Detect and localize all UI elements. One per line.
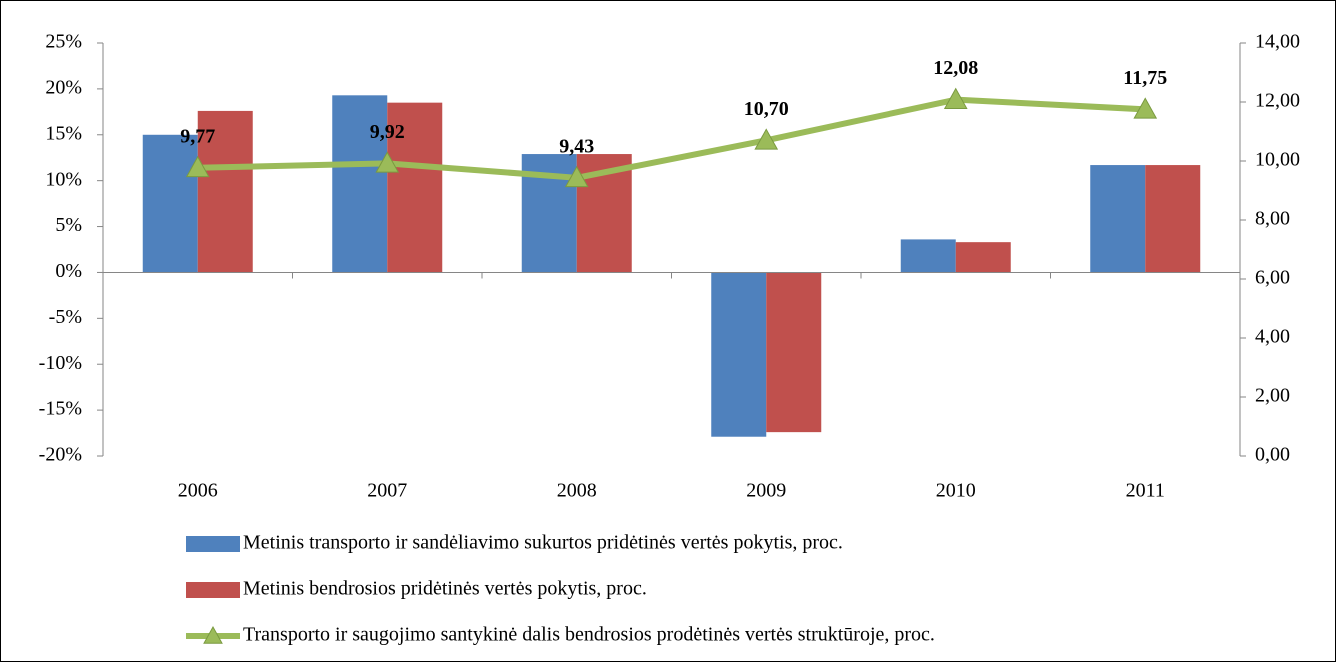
y-tick-label: 5%: [55, 214, 82, 236]
y-tick-label: 25%: [45, 31, 82, 53]
y-tick-label: 10%: [45, 168, 82, 190]
y-tick-label: 20%: [45, 76, 82, 98]
y2-tick-label: 14,00: [1255, 31, 1300, 53]
line-marker: [943, 87, 968, 109]
legend-label: Transporto ir saugojimo santykinė dalis …: [243, 624, 935, 646]
bar: [197, 110, 253, 273]
y2-tick-label: 6,00: [1255, 267, 1290, 289]
legend-label: Metinis bendrosios pridėtinės vertės pok…: [243, 578, 647, 600]
legend-swatch: [186, 536, 240, 552]
y2-tick-label: 4,00: [1255, 326, 1290, 348]
legend-label: Metinis transporto ir sandėliavimo sukur…: [243, 532, 843, 554]
data-label: 9,43: [559, 135, 594, 157]
bar: [1090, 165, 1146, 273]
line-marker: [754, 128, 779, 150]
data-label: 10,70: [744, 98, 789, 120]
y2-tick-label: 12,00: [1255, 90, 1300, 112]
bar: [332, 95, 388, 273]
line-marker: [375, 151, 400, 173]
x-tick-label: 2007: [367, 480, 407, 502]
bar: [142, 134, 198, 273]
y2-tick-label: 10,00: [1255, 149, 1300, 171]
bar: [955, 242, 1011, 273]
x-tick-label: 2008: [557, 480, 597, 502]
data-label: 11,75: [1123, 67, 1167, 89]
y-tick-label: -10%: [39, 352, 82, 374]
y2-tick-label: 0,00: [1255, 444, 1290, 466]
line-marker: [564, 165, 589, 188]
bar: [387, 102, 443, 273]
y2-tick-label: 8,00: [1255, 208, 1290, 230]
y2-tick-label: 2,00: [1255, 385, 1290, 407]
data-label: 9,92: [370, 121, 405, 143]
y-tick-label: -5%: [49, 306, 82, 328]
x-tick-label: 2011: [1126, 480, 1165, 502]
x-tick-label: 2006: [178, 480, 218, 502]
bar: [711, 272, 767, 437]
data-label: 9,77: [180, 125, 215, 147]
data-label: 12,08: [933, 57, 978, 79]
x-tick-label: 2009: [746, 480, 786, 502]
y-tick-label: 0%: [55, 260, 82, 282]
y-tick-label: -15%: [39, 398, 82, 420]
bar: [1145, 165, 1201, 273]
x-tick-label: 2010: [936, 480, 976, 502]
line-marker: [1133, 97, 1158, 119]
line: [197, 96, 1146, 181]
y-tick-label: 15%: [45, 122, 82, 144]
legend-swatch: [186, 582, 240, 598]
legend-swatch: [203, 625, 223, 644]
line-marker: [185, 155, 210, 178]
bar: [900, 239, 956, 273]
y-tick-label: -20%: [39, 444, 82, 466]
bar: [766, 272, 822, 433]
